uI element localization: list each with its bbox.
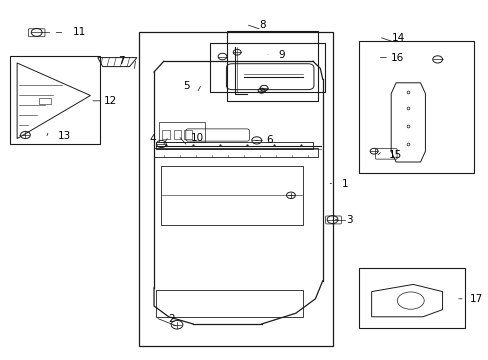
Bar	[10, 56, 100, 144]
Text: 2: 2	[168, 314, 175, 324]
Bar	[156, 142, 312, 149]
Bar	[139, 32, 332, 346]
Text: 10: 10	[190, 132, 203, 143]
Text: 4: 4	[149, 134, 156, 144]
Text: 15: 15	[388, 150, 401, 160]
Text: 17: 17	[468, 294, 482, 304]
Text: 14: 14	[391, 33, 405, 43]
Bar	[39, 98, 51, 104]
Text: 5: 5	[183, 81, 189, 91]
Text: 6: 6	[266, 135, 273, 145]
Bar	[173, 130, 181, 139]
Bar	[210, 43, 325, 92]
Text: 1: 1	[342, 179, 348, 189]
Bar	[359, 268, 464, 328]
Text: 8: 8	[259, 20, 265, 30]
Bar	[156, 290, 303, 317]
Bar	[154, 148, 317, 157]
Bar	[227, 31, 317, 101]
Bar	[184, 130, 192, 139]
Text: 12: 12	[103, 96, 117, 106]
Text: 9: 9	[278, 50, 285, 60]
Text: 3: 3	[346, 215, 352, 225]
Text: 7: 7	[118, 56, 124, 66]
Text: 16: 16	[390, 53, 404, 63]
Text: 11: 11	[72, 27, 85, 37]
Bar	[159, 122, 205, 142]
Bar	[161, 166, 303, 225]
Bar	[359, 41, 473, 173]
Text: 13: 13	[58, 131, 71, 141]
Bar	[162, 130, 170, 139]
